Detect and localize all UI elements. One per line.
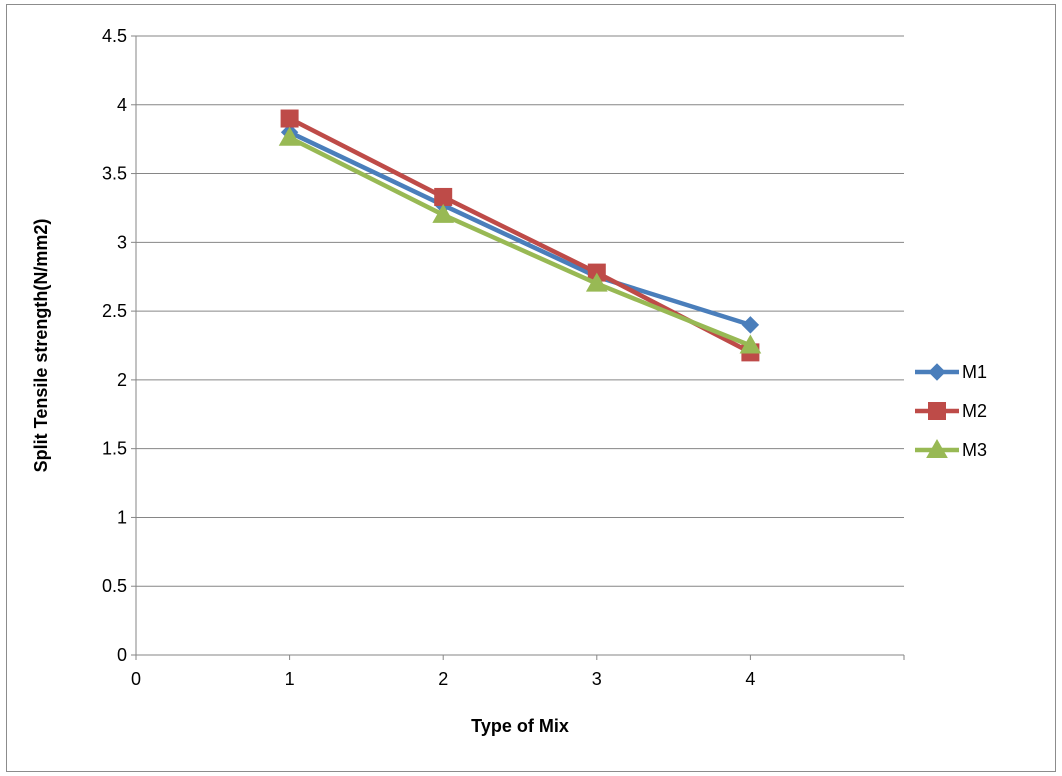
y-tick-label: 3 [117, 232, 127, 252]
data-point-m2 [434, 187, 453, 206]
x-tick-labels: 0 1 2 3 4 [131, 669, 755, 689]
data-point-m1 [741, 316, 760, 334]
chart-frame: 0 0.5 1 1.5 2 2.5 3 3.5 4 4.5 0 1 2 3 4 Split Tensile… [6, 4, 1056, 772]
data-point-m3 [432, 203, 455, 223]
series-line-m3 [288, 135, 752, 348]
x-tick-label: 3 [592, 669, 602, 689]
x-axis-title: Type of Mix [471, 716, 569, 736]
legend-label: M1 [962, 362, 987, 382]
legend-marker-m2 [928, 402, 946, 420]
series-m1 [280, 123, 760, 334]
legend-label: M2 [962, 401, 987, 421]
y-tick-label: 3.5 [102, 164, 127, 184]
y-tick-label: 1.5 [102, 439, 127, 459]
series-group [278, 109, 762, 362]
legend: M1 M2 M3 [915, 362, 987, 460]
axes [131, 35, 905, 660]
y-tick-label: 2.5 [102, 301, 127, 321]
legend-entry-m1: M1 [915, 362, 987, 382]
gridlines [136, 35, 904, 587]
y-axis-title: Split Tensile strength(N/mm2) [31, 219, 51, 473]
legend-label: M3 [962, 440, 987, 460]
x-tick-label: 0 [131, 669, 141, 689]
x-tick-label: 4 [745, 669, 755, 689]
y-tick-label: 1 [117, 507, 127, 527]
legend-marker-m1 [928, 363, 946, 381]
x-tick-label: 1 [285, 669, 295, 689]
x-tick-label: 2 [438, 669, 448, 689]
legend-entry-m3: M3 [915, 438, 987, 460]
data-point-m3 [739, 334, 762, 354]
legend-entry-m2: M2 [915, 401, 987, 421]
line-chart: 0 0.5 1 1.5 2 2.5 3 3.5 4 4.5 0 1 2 3 4 Split Tensile… [31, 26, 987, 736]
series-m2 [280, 109, 760, 362]
legend-marker-m3 [926, 438, 948, 458]
series-line-m1 [288, 130, 752, 328]
y-tick-label: 4.5 [102, 26, 127, 46]
series-m3 [278, 126, 762, 354]
y-tick-labels: 0 0.5 1 1.5 2 2.5 3 3.5 4 4.5 [102, 26, 127, 665]
y-tick-label: 2 [117, 370, 127, 390]
data-point-m2 [280, 109, 299, 128]
y-tick-label: 4 [117, 95, 127, 115]
data-point-m3 [278, 126, 301, 146]
data-point-m3 [585, 272, 608, 292]
y-tick-label: 0 [117, 645, 127, 665]
y-tick-label: 0.5 [102, 576, 127, 596]
